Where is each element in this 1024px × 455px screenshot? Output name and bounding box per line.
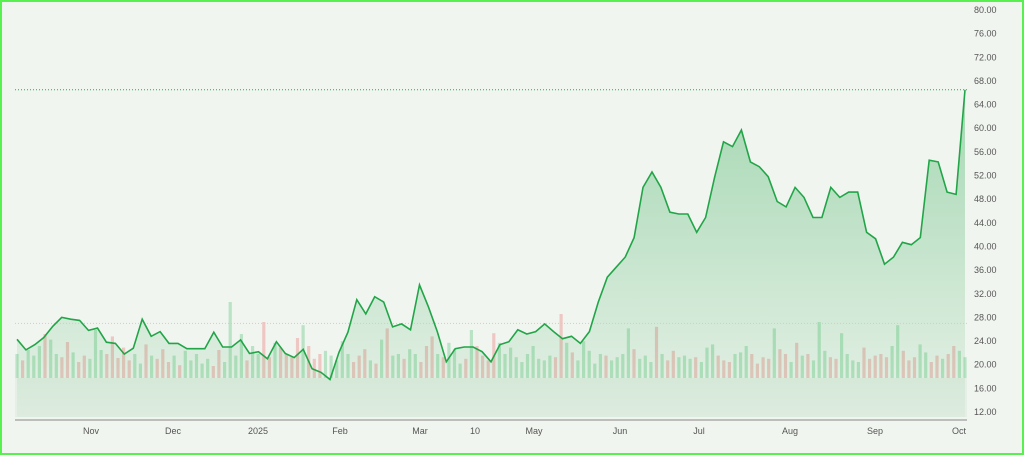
y-tick-label: 12.00 [974, 407, 997, 417]
x-tick-label: Nov [83, 426, 100, 436]
x-axis: Nov Dec 2025 Feb Mar 10 May Jun Jul Aug Sep Oct [83, 426, 967, 436]
y-tick-label: 24.00 [974, 336, 997, 346]
x-tick-label: Oct [952, 426, 967, 436]
x-tick-label: Feb [332, 426, 348, 436]
x-tick-label: May [525, 426, 543, 436]
volume-bar [312, 358, 316, 378]
y-tick-label: 32.00 [974, 289, 997, 299]
volume-bar [228, 302, 232, 378]
volume-bar [262, 322, 266, 378]
price-area [17, 89, 965, 418]
y-tick-label: 16.00 [974, 383, 997, 393]
volume-bar [318, 354, 322, 378]
y-tick-label: 28.00 [974, 312, 997, 322]
x-tick-label: Sep [867, 426, 883, 436]
y-tick-label: 36.00 [974, 265, 997, 275]
x-tick-label: Jul [693, 426, 705, 436]
volume-bar [329, 355, 333, 378]
x-tick-label: Aug [782, 426, 798, 436]
x-tick-label: 2025 [248, 426, 268, 436]
x-tick-label: Mar [412, 426, 428, 436]
y-tick-label: 48.00 [974, 194, 997, 204]
y-tick-label: 52.00 [974, 171, 997, 181]
y-tick-label: 80.00 [974, 5, 997, 15]
y-tick-label: 44.00 [974, 218, 997, 228]
volume-bar [323, 350, 328, 378]
y-tick-label: 40.00 [974, 241, 997, 251]
x-tick-label: Jun [613, 426, 628, 436]
y-axis: 80.00 76.00 72.00 68.00 64.00 60.00 56.00 52.00… [974, 5, 997, 417]
x-tick-label: Dec [165, 426, 182, 436]
x-tick-label: 10 [470, 426, 480, 436]
y-tick-label: 76.00 [974, 29, 997, 39]
y-tick-label: 56.00 [974, 147, 997, 157]
y-tick-label: 72.00 [974, 52, 997, 62]
y-tick-label: 60.00 [974, 123, 997, 133]
price-line [16, 89, 966, 381]
y-tick-label: 64.00 [974, 100, 997, 110]
y-tick-label: 68.00 [974, 76, 997, 86]
y-tick-label: 20.00 [974, 360, 997, 370]
